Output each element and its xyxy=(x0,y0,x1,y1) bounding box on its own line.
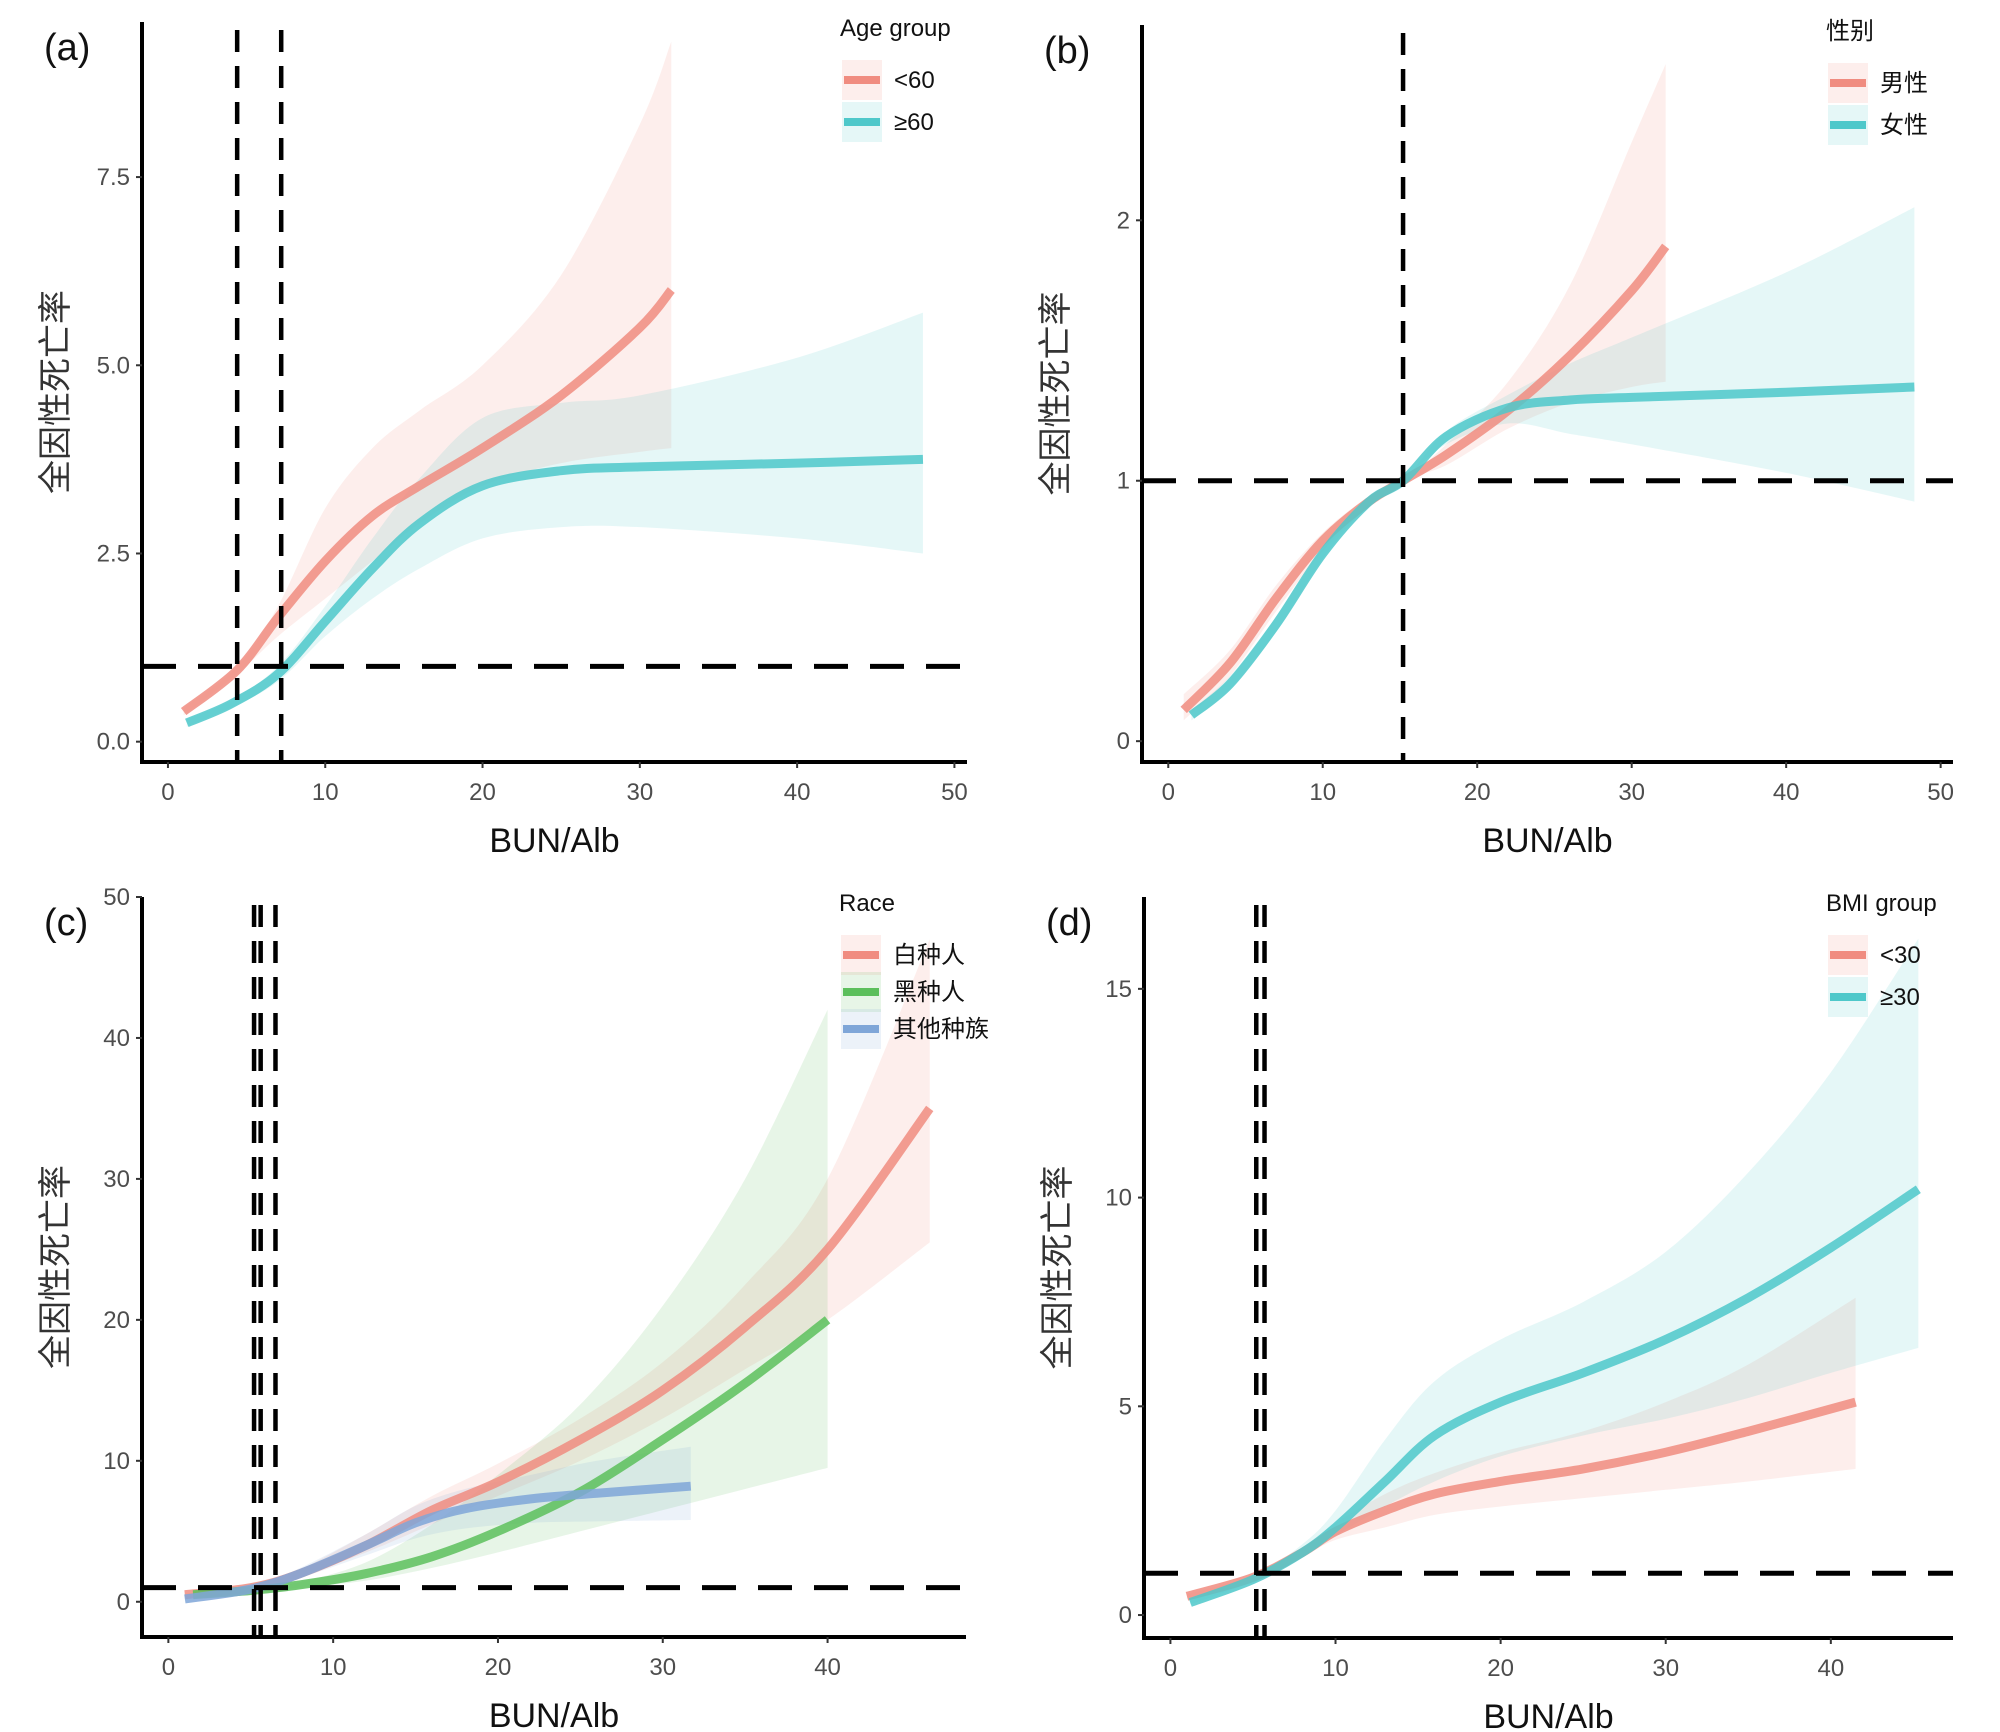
legend-label: 男性 xyxy=(1880,70,1928,97)
x-tick-label: 40 xyxy=(814,1654,841,1681)
x-tick-label: 40 xyxy=(1817,1655,1844,1682)
y-tick-label: 0 xyxy=(1117,728,1130,755)
y-axis-title: 全因性死亡率 xyxy=(1036,292,1076,496)
y-tick-label: 2.5 xyxy=(97,540,130,567)
x-tick-label: 10 xyxy=(312,779,339,806)
series-line xyxy=(1188,1185,1921,1607)
x-tick-label: 0 xyxy=(1162,779,1175,806)
x-tick-label: 10 xyxy=(320,1654,347,1681)
y-axis-title: 全因性死亡率 xyxy=(36,1165,76,1369)
y-axis-title: 全因性死亡率 xyxy=(1038,1166,1078,1370)
confidence-band xyxy=(193,1009,828,1597)
y-tick-label: 30 xyxy=(103,1166,130,1193)
legend-title: Race xyxy=(839,890,895,917)
confidence-band xyxy=(186,312,923,727)
x-tick-label: 20 xyxy=(469,779,496,806)
y-tick-label: 15 xyxy=(1105,976,1132,1003)
x-tick-label: 0 xyxy=(162,1654,175,1681)
x-tick-label: 50 xyxy=(1927,779,1954,806)
x-axis-title: BUN/Alb xyxy=(1483,1698,1613,1732)
legend-label: 其他种族 xyxy=(893,1016,989,1043)
x-tick-label: 30 xyxy=(1652,1655,1679,1682)
y-tick-label: 10 xyxy=(1105,1185,1132,1212)
legend-label: ≥30 xyxy=(1880,984,1920,1011)
y-tick-label: 40 xyxy=(103,1025,130,1052)
legend-title: Age group xyxy=(840,15,951,42)
x-tick-label: 30 xyxy=(1618,779,1645,806)
y-tick-label: 1 xyxy=(1117,468,1130,495)
confidence-band xyxy=(1191,207,1915,721)
panel-d: 0 10 20 30 40 0 5 10 15 BUN/Alb 全因性死亡率 (d) BMI group… xyxy=(1038,890,1953,1732)
x-tick-label: 10 xyxy=(1322,1655,1349,1682)
panel-a: 0 10 20 30 40 50 0.0 2.5 5.0 7.5 BUN/Alb 全因性死亡率 (a) A… xyxy=(36,15,968,860)
y-tick-label: 5 xyxy=(1119,1393,1132,1420)
legend-label: 白种人 xyxy=(893,942,965,969)
x-axis-title: BUN/Alb xyxy=(489,822,619,860)
x-tick-label: 20 xyxy=(1464,779,1491,806)
confidence-band xyxy=(1190,938,1919,1605)
y-axis-title: 全因性死亡率 xyxy=(36,290,76,494)
panel-label: (d) xyxy=(1046,902,1092,944)
x-tick-label: 30 xyxy=(626,779,653,806)
panel-label: (b) xyxy=(1044,30,1090,72)
legend-title: 性别 xyxy=(1826,18,1874,45)
y-tick-label: 5.0 xyxy=(97,352,130,379)
x-tick-label: 10 xyxy=(1309,779,1336,806)
x-tick-label: 0 xyxy=(1164,1655,1177,1682)
panel-c: 0 10 20 30 40 0 10 20 30 40 50 BUN/Alb 全因性死亡率 (c) Race… xyxy=(36,884,989,1732)
x-tick-label: 30 xyxy=(649,1654,676,1681)
legend-label: <60 xyxy=(894,67,935,94)
confidence-band xyxy=(184,939,930,1597)
x-tick-label: 40 xyxy=(784,779,811,806)
panel-label: (c) xyxy=(44,902,88,944)
x-tick-label: 50 xyxy=(941,779,968,806)
x-tick-label: 20 xyxy=(485,1654,512,1681)
panel-label: (a) xyxy=(44,27,90,69)
y-tick-label: 0.0 xyxy=(97,729,130,756)
legend-title: BMI group xyxy=(1826,890,1937,917)
x-axis-title: BUN/Alb xyxy=(489,1697,619,1732)
series-line xyxy=(180,287,675,716)
confidence-band xyxy=(184,1446,691,1600)
x-tick-label: 20 xyxy=(1487,1655,1514,1682)
y-tick-label: 0 xyxy=(117,1589,130,1616)
confidence-band xyxy=(183,41,672,716)
y-tick-label: 20 xyxy=(103,1307,130,1334)
legend-label: ≥60 xyxy=(894,109,934,136)
series-line xyxy=(185,454,924,728)
legend-label: 女性 xyxy=(1880,112,1928,139)
y-tick-label: 0 xyxy=(1119,1602,1132,1629)
y-tick-label: 2 xyxy=(1117,207,1130,234)
series-line xyxy=(1188,382,1915,719)
y-tick-label: 7.5 xyxy=(97,164,130,191)
legend-label: 黑种人 xyxy=(893,979,965,1006)
legend-label: <30 xyxy=(1880,942,1921,969)
x-axis-title: BUN/Alb xyxy=(1482,822,1612,860)
x-tick-label: 0 xyxy=(161,779,174,806)
x-tick-label: 40 xyxy=(1773,779,1800,806)
y-tick-label: 50 xyxy=(103,884,130,911)
y-tick-label: 10 xyxy=(103,1448,130,1475)
